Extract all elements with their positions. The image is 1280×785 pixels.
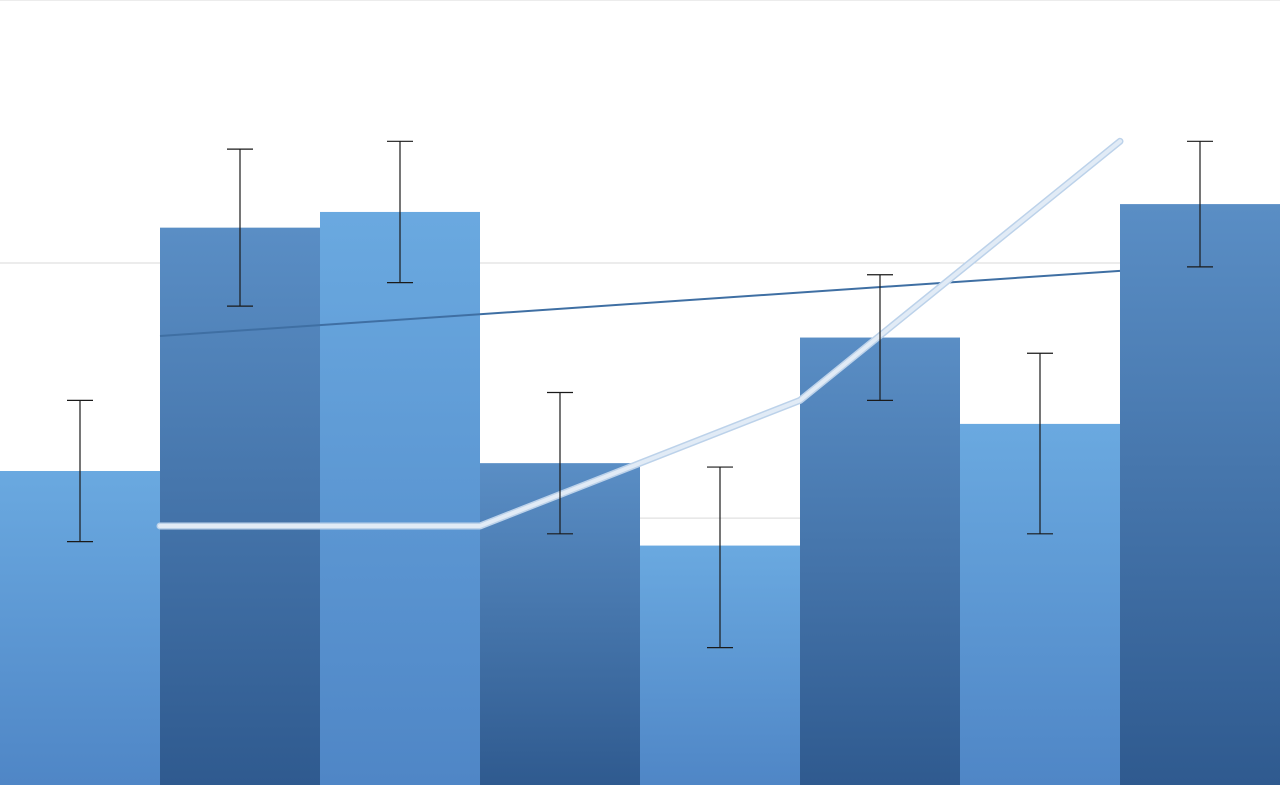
bar-dark	[800, 338, 960, 785]
bar-light	[320, 212, 480, 785]
bar-line-chart	[0, 0, 1280, 785]
bar-dark	[1120, 204, 1280, 785]
bars	[0, 204, 1280, 785]
chart-container	[0, 0, 1280, 785]
bar-dark	[160, 228, 320, 785]
